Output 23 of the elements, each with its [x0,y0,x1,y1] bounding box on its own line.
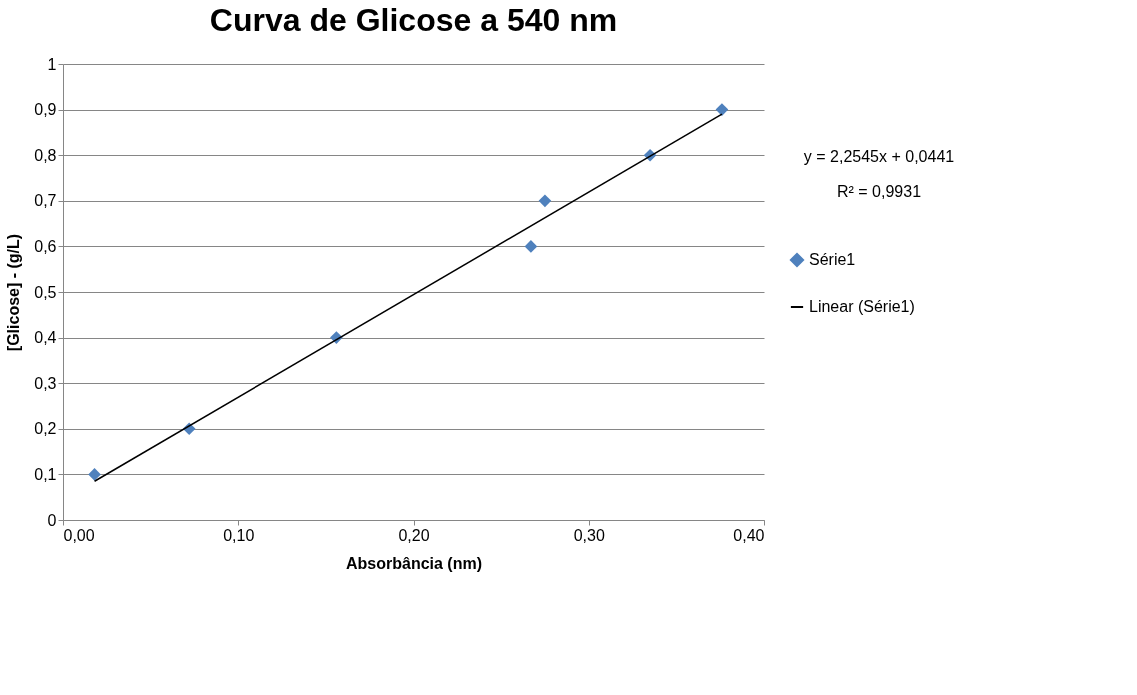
y-tick-label: 0,5 [34,283,57,301]
y-tick-label: 0,2 [34,420,57,438]
y-tick-label: 0,8 [34,146,57,164]
chart-title: Curva de Glicose a 540 nm [209,2,618,38]
x-tick-label: 0,40 [733,526,765,544]
y-tick-label: 0,6 [34,237,57,255]
x-tick-label: 0,10 [223,526,255,544]
y-tick-label: 0,1 [34,465,57,483]
y-tick-label: 0 [47,511,57,529]
y-tick-label: 0,7 [34,192,57,210]
legend-label: Série1 [809,251,856,268]
x-tick-label: 0,30 [573,526,605,544]
x-tick-label: 0,00 [63,526,95,544]
text: y = 2,2545x + 0,0441 [803,148,955,165]
x-axis-title: Absorbância (nm) [345,554,483,572]
text: R² = 0,9931 [836,183,922,200]
y-tick-label: 1 [47,55,57,73]
y-tick-label: 0,9 [34,101,57,119]
legend-label: Linear (Série1) [809,298,915,315]
x-tick-label: 0,20 [398,526,430,544]
y-tick-label: 0,4 [34,329,57,347]
y-tick-label: 0,3 [34,374,57,392]
y-axis-title: [Glicose] - (g/L) [5,233,23,352]
